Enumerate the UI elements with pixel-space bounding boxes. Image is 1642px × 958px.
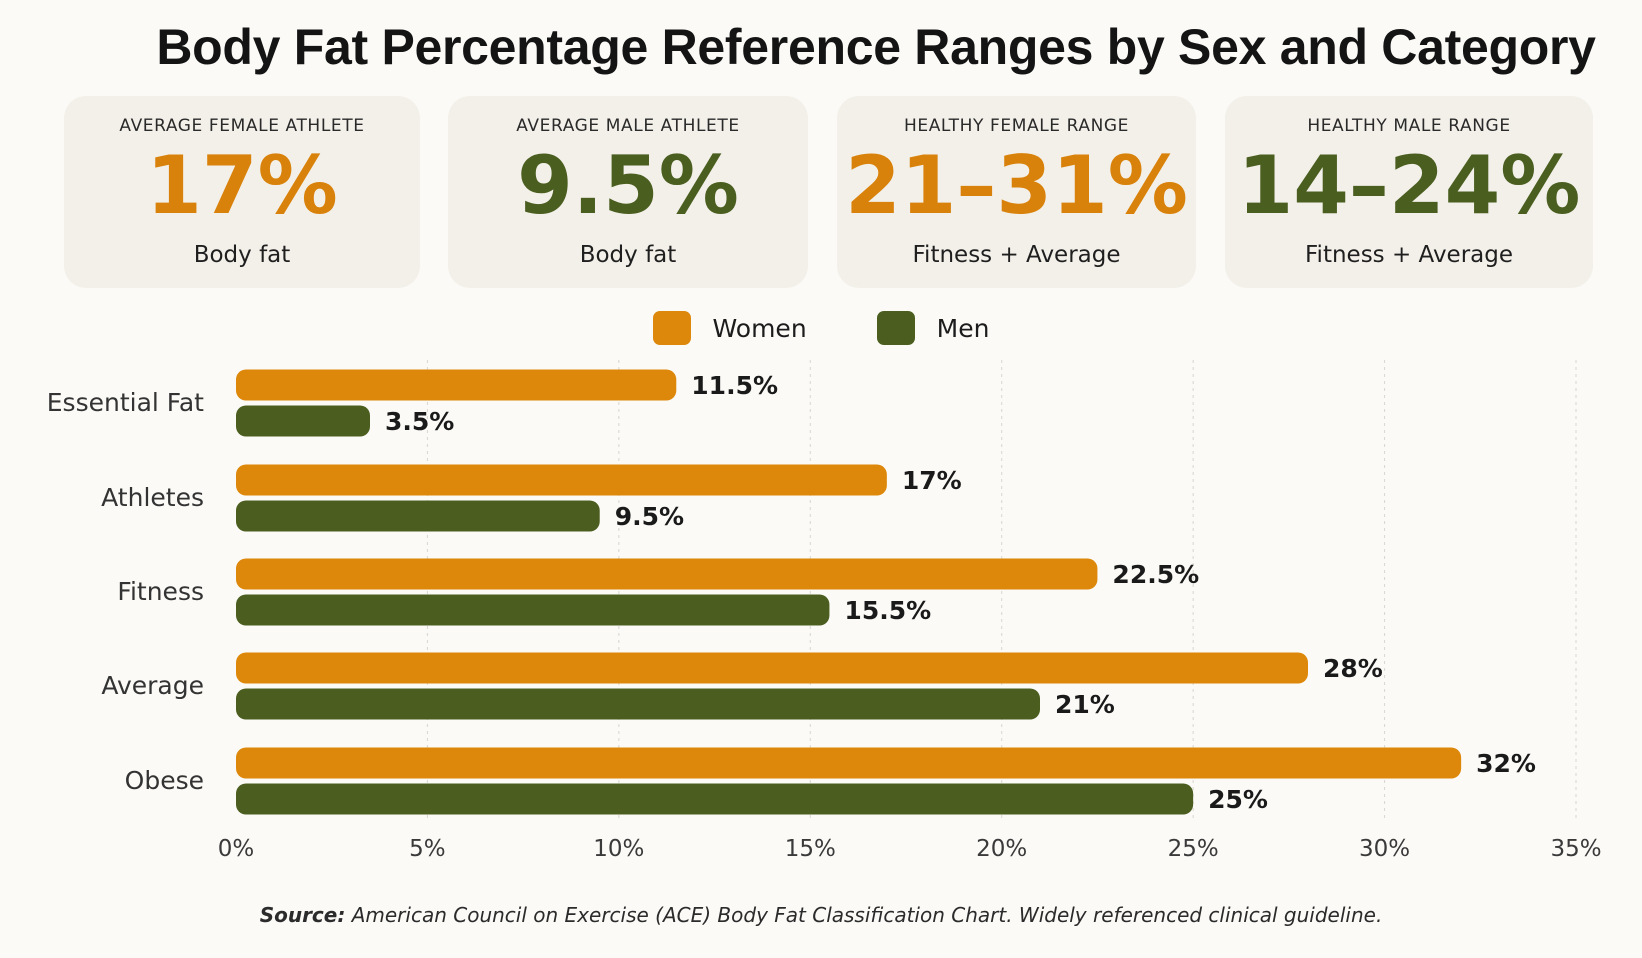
- stat-card-subtitle: Body fat: [579, 242, 677, 268]
- data-label: 32%: [1476, 749, 1536, 778]
- bar-women: [236, 464, 887, 496]
- source-label: Source:: [259, 903, 346, 927]
- data-label: 28%: [1323, 654, 1383, 683]
- bar-men: [236, 688, 1040, 720]
- stat-card-value: 21–31%: [845, 139, 1188, 232]
- data-label: 17%: [902, 466, 962, 495]
- category-label: Essential Fat: [47, 388, 204, 417]
- bar-men: [236, 405, 370, 437]
- category-label: Obese: [125, 766, 204, 795]
- data-label: 11.5%: [691, 371, 778, 400]
- bar-women: [236, 369, 677, 401]
- stat-card-healthy-female: HEALTHY FEMALE RANGE 21–31% Fitness + Av…: [837, 96, 1196, 288]
- x-tick-label: 15%: [785, 836, 836, 862]
- data-label: 3.5%: [385, 407, 454, 436]
- bar-women: [236, 747, 1462, 779]
- stat-card-female-athlete: AVERAGE FEMALE ATHLETE 17% Body fat: [64, 96, 420, 288]
- stat-card-subtitle: Fitness + Average: [912, 242, 1121, 268]
- category-label: Athletes: [101, 483, 204, 512]
- stat-card-value: 17%: [146, 139, 338, 232]
- bar-women: [236, 652, 1308, 684]
- category-label: Fitness: [117, 577, 204, 606]
- legend-label-men: Men: [936, 313, 990, 343]
- bar-men: [236, 594, 830, 626]
- x-tick-label: 20%: [976, 836, 1027, 862]
- legend-item-women: Women: [652, 311, 807, 345]
- stat-card-kicker: AVERAGE MALE ATHLETE: [516, 116, 740, 136]
- x-tick-label: 10%: [593, 836, 644, 862]
- legend-swatch-men: [876, 311, 915, 345]
- stat-card-value: 14–24%: [1237, 139, 1581, 232]
- bar-men: [236, 500, 600, 532]
- data-label: 25%: [1208, 785, 1268, 814]
- x-tick-label: 30%: [1359, 836, 1410, 862]
- chart-title: Body Fat Percentage Reference Ranges by …: [156, 19, 1596, 75]
- legend-label-women: Women: [712, 313, 807, 343]
- stat-card-male-athlete: AVERAGE MALE ATHLETE 9.5% Body fat: [448, 96, 808, 288]
- legend-item-men: Men: [876, 311, 990, 345]
- x-tick-label: 0%: [218, 836, 255, 862]
- source-note: Source: American Council on Exercise (AC…: [0, 903, 1642, 927]
- stat-card-healthy-male: HEALTHY MALE RANGE 14–24% Fitness + Aver…: [1225, 96, 1593, 288]
- data-label: 22.5%: [1112, 560, 1199, 589]
- bar-chart: Essential Fat Athletes Fitness Average Obese…: [47, 360, 1602, 862]
- stat-card-kicker: AVERAGE FEMALE ATHLETE: [119, 116, 365, 136]
- x-tick-label: 5%: [409, 836, 446, 862]
- source-text: American Council on Exercise (ACE) Body …: [345, 903, 1383, 927]
- stat-card-subtitle: Body fat: [193, 242, 291, 268]
- chart-legend: Women Men: [0, 311, 1642, 345]
- legend-swatch-women: [652, 311, 691, 345]
- bar-women: [236, 558, 1098, 590]
- x-tick-label: 25%: [1168, 836, 1219, 862]
- bar-men: [236, 783, 1194, 815]
- stat-card-subtitle: Fitness + Average: [1305, 242, 1513, 268]
- category-label: Average: [101, 671, 204, 700]
- data-label: 15.5%: [844, 596, 931, 625]
- stat-card-kicker: HEALTHY MALE RANGE: [1307, 116, 1511, 136]
- x-tick-label: 35%: [1550, 836, 1601, 862]
- stat-card-kicker: HEALTHY FEMALE RANGE: [903, 116, 1130, 136]
- data-label: 21%: [1055, 690, 1115, 719]
- data-label: 9.5%: [615, 502, 684, 531]
- stat-card-value: 9.5%: [517, 139, 739, 232]
